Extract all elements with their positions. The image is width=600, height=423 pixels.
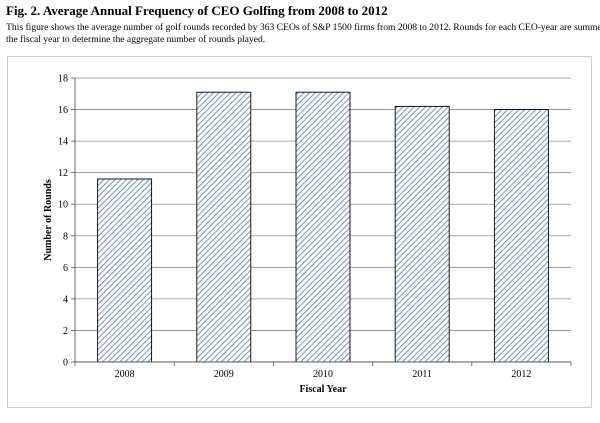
y-tick-label: 18	[58, 74, 68, 85]
bar-2009	[196, 91, 252, 363]
bar-2011	[394, 105, 450, 363]
x-tick-label: 2009	[214, 369, 234, 380]
x-tick-label: 2011	[412, 369, 432, 380]
y-tick-labels: 0 2 4 6 8 10 12 14 16 18	[58, 74, 68, 369]
y-tick-label: 0	[63, 358, 68, 369]
y-tick-label: 14	[58, 137, 68, 148]
x-tick-label: 2012	[511, 369, 531, 380]
chart-frame	[7, 56, 592, 408]
caption-line-2: the fiscal year to determine the aggrega…	[6, 34, 266, 45]
figure-caption: This figure shows the average number of …	[6, 22, 600, 46]
axes	[74, 78, 571, 363]
x-tick-label: 2008	[115, 369, 135, 380]
bars	[97, 91, 549, 363]
y-tick-label: 12	[58, 168, 68, 179]
y-tick-label: 2	[63, 326, 68, 337]
figure-title: Fig. 2. Average Annual Frequency of CEO …	[6, 3, 388, 18]
bar-2010	[295, 91, 351, 363]
caption-line-1: This figure shows the average number of …	[6, 22, 600, 33]
bar-2012	[493, 109, 549, 363]
y-tick-label: 4	[63, 294, 68, 305]
x-axis-title: Fiscal Year	[299, 384, 347, 395]
y-tick-label: 10	[58, 200, 68, 211]
y-tick-label: 16	[58, 105, 68, 116]
y-axis-title: Number of Rounds	[43, 179, 54, 261]
y-tick-label: 6	[63, 263, 68, 274]
y-tick-label: 8	[63, 231, 68, 242]
x-tick-labels: 2008 2009 2010 2011 2012	[115, 369, 532, 380]
bar-2008	[97, 178, 153, 363]
x-tick-label: 2010	[313, 369, 333, 380]
